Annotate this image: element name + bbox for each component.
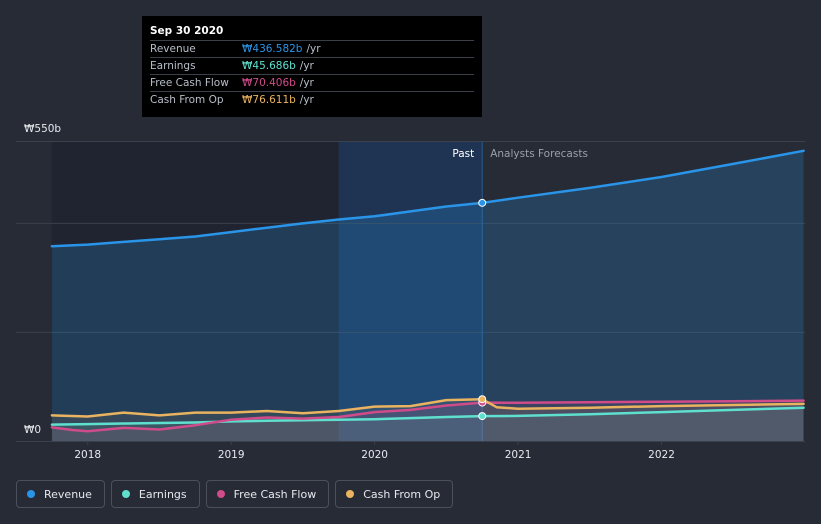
revenue-marker bbox=[478, 198, 487, 207]
tooltip-value: ₩70.406b bbox=[242, 77, 296, 89]
tooltip-row-cash-from-op: Cash From Op ₩76.611b /yr bbox=[150, 91, 474, 108]
earnings-line bbox=[50, 406, 805, 426]
tooltip-label: Earnings bbox=[150, 60, 196, 72]
x-tick-label: 2019 bbox=[218, 449, 245, 461]
tooltip-value: ₩45.686b bbox=[242, 60, 296, 72]
tooltip-unit: /yr bbox=[299, 77, 314, 89]
tooltip-row-revenue: Revenue ₩436.582b /yr bbox=[150, 40, 474, 57]
x-tick-label: 2022 bbox=[648, 449, 675, 461]
forecast-label: Analysts Forecasts bbox=[490, 148, 588, 160]
earnings-dot-icon bbox=[121, 490, 130, 498]
legend-label: Free Cash Flow bbox=[233, 487, 317, 501]
past-region bbox=[51, 141, 339, 441]
cash-from-op-marker bbox=[478, 395, 487, 404]
earnings-area bbox=[51, 407, 804, 441]
revenue-line bbox=[50, 149, 805, 248]
tooltip-unit: /yr bbox=[299, 94, 314, 106]
x-tick-label: 2018 bbox=[74, 449, 101, 461]
tooltip-date: Sep 30 2020 bbox=[150, 25, 224, 37]
legend-label: Revenue bbox=[44, 487, 92, 501]
past-highlight-band bbox=[338, 141, 483, 441]
tooltip-value: ₩436.582b bbox=[242, 43, 303, 55]
legend-label: Earnings bbox=[138, 487, 187, 501]
revenue-area bbox=[51, 150, 804, 442]
tooltip-unit: /yr bbox=[306, 43, 321, 55]
legend: Revenue Earnings Free Cash Flow Cash Fro… bbox=[16, 480, 454, 508]
past-label: Past bbox=[452, 148, 474, 160]
legend-item-revenue[interactable]: Revenue bbox=[16, 480, 105, 508]
free-cash-flow-line bbox=[50, 399, 805, 433]
tooltip-value: ₩76.611b bbox=[242, 94, 296, 106]
legend-label: Cash From Op bbox=[363, 487, 441, 501]
x-tick-label: 2021 bbox=[505, 449, 532, 461]
legend-item-free-cash-flow[interactable]: Free Cash Flow bbox=[205, 480, 330, 508]
revenue-dot-icon bbox=[27, 490, 35, 498]
free-cash-flow-dot-icon bbox=[216, 490, 225, 498]
earnings-marker bbox=[478, 412, 487, 421]
cash-from-op-dot-icon bbox=[346, 490, 355, 498]
cash-from-op-area bbox=[51, 399, 804, 441]
tooltip-label: Cash From Op bbox=[150, 94, 224, 106]
tooltip-label: Revenue bbox=[150, 43, 196, 55]
legend-item-earnings[interactable]: Earnings bbox=[110, 480, 200, 508]
y-tick-label: ₩550b bbox=[24, 123, 61, 135]
tooltip-row-earnings: Earnings ₩45.686b /yr bbox=[150, 57, 474, 74]
tooltip-panel: Sep 30 2020 Revenue ₩436.582b /yr Earnin… bbox=[142, 16, 482, 117]
tooltip-unit: /yr bbox=[299, 60, 314, 72]
free-cash-flow-area bbox=[51, 400, 804, 441]
tooltip-row-free-cash-flow: Free Cash Flow ₩70.406b /yr bbox=[150, 74, 474, 91]
x-tick-label: 2020 bbox=[361, 449, 388, 461]
tooltip-label: Free Cash Flow bbox=[150, 77, 229, 89]
legend-item-cash-from-op[interactable]: Cash From Op bbox=[335, 480, 454, 508]
y-tick-label: ₩0 bbox=[24, 424, 41, 436]
cash-from-op-line bbox=[50, 397, 805, 418]
